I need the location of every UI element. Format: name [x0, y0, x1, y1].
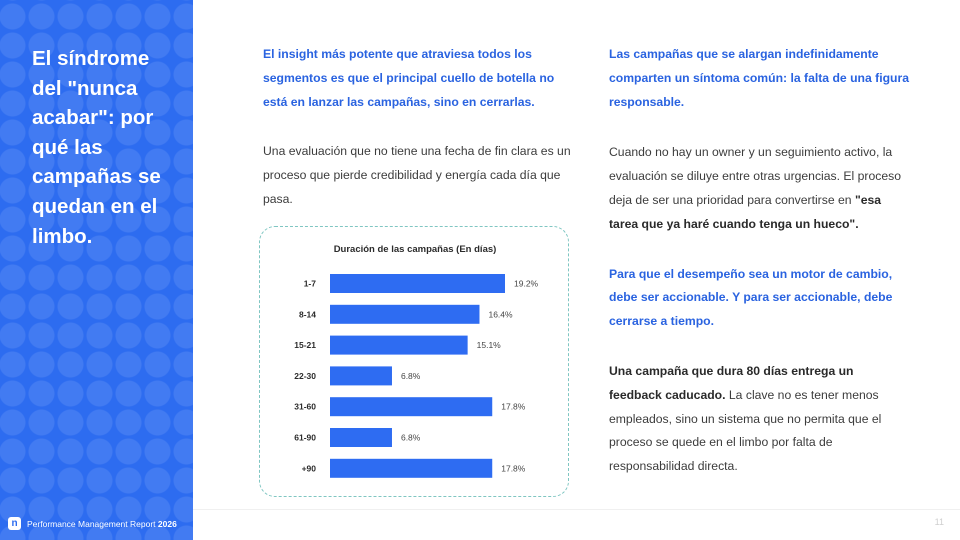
brand-logo-letter: n — [11, 517, 18, 529]
duration-chart-svg: Duración de las campañas (En días) 1-7 19… — [294, 244, 539, 478]
right-body-1: Cuando no hay un owner y un seguimiento … — [609, 141, 909, 236]
sidebar: El síndrome del "nunca acabar": por qué … — [0, 0, 193, 540]
middle-body: Una evaluación que no tiene una fecha de… — [263, 144, 571, 206]
chart-title: Duración de las campañas (En días) — [334, 244, 497, 255]
middle-highlight: El insight más potente que atraviesa tod… — [263, 47, 555, 109]
value-label: 17.8% — [501, 463, 526, 473]
category-label: 31-60 — [294, 402, 316, 412]
right-body-2-lead: Una campaña que dura 80 días entrega un … — [609, 363, 854, 402]
category-label: 8-14 — [299, 309, 316, 319]
right-body-1-text: Cuando no hay un owner y un seguimiento … — [609, 145, 901, 207]
value-label: 6.8% — [401, 371, 421, 381]
bar-+90 — [330, 458, 493, 478]
value-label: 6.8% — [401, 433, 421, 443]
category-label: +90 — [302, 463, 317, 473]
duration-chart: Duración de las campañas (En días) 1-7 19… — [259, 226, 569, 497]
value-label: 15.1% — [477, 340, 502, 350]
footer-brand: n Performance Management Report 2026 — [8, 517, 177, 530]
category-label: 61-90 — [294, 433, 316, 443]
right-column: Las campañas que se alargan indefinidame… — [609, 43, 909, 479]
right-body-2: Una campaña que dura 80 días entrega un … — [609, 360, 909, 479]
right-highlight-1: Las campañas que se alargan indefinidame… — [609, 47, 909, 109]
value-label: 19.2% — [514, 279, 539, 289]
middle-column: El insight más potente que atraviesa tod… — [263, 43, 573, 212]
bar-22-30 — [330, 366, 392, 386]
brand-logo-icon: n — [8, 517, 21, 530]
category-label: 22-30 — [294, 371, 316, 381]
footer-report-year: 2026 — [157, 518, 177, 529]
right-highlight-2: Para que el desempeño sea un motor de ca… — [609, 266, 893, 329]
bar-61-90 — [330, 428, 392, 447]
footer-divider — [193, 509, 960, 510]
page-number: 11 — [934, 517, 944, 527]
footer-report-title: Performance Management Report — [27, 518, 156, 529]
bar-31-60 — [330, 397, 493, 417]
bar-15-21 — [330, 335, 468, 355]
value-label: 16.4% — [488, 309, 513, 319]
category-label: 1-7 — [304, 279, 317, 289]
value-label: 17.8% — [501, 402, 526, 412]
bar-8-14 — [330, 304, 480, 324]
footer-report-name: Performance Management Report 2026 — [27, 519, 177, 529]
bar-1-7 — [330, 274, 505, 293]
right-body-1-quote: "esa tarea que ya haré cuando tenga un h… — [609, 192, 882, 231]
right-body-2-text: La clave no es tener menos empleados, si… — [609, 387, 882, 474]
category-label: 15-21 — [294, 340, 316, 350]
page-title: El síndrome del "nunca acabar": por qué … — [32, 47, 161, 248]
